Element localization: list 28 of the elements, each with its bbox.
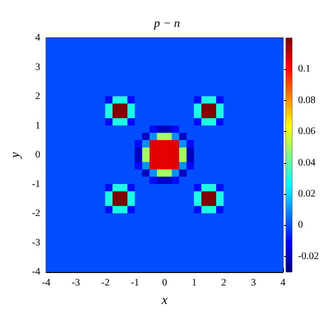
x-tick-label: 2 <box>221 278 226 288</box>
x-tick-label: 0 <box>162 278 168 288</box>
x-tick-label: -2 <box>101 278 110 288</box>
y-tick-label: 2 <box>35 91 40 102</box>
y-tick-label: 4 <box>35 32 40 44</box>
color-bar-label: 0.08 <box>298 94 316 106</box>
x-tick-label: -3 <box>72 278 80 288</box>
chart-title: p − n <box>152 16 180 30</box>
color-bar-label: 0.06 <box>298 126 316 138</box>
color-bar-label: 0.1 <box>298 64 310 75</box>
y-tick-label: -1 <box>32 178 40 190</box>
y-tick-label: 1 <box>35 120 40 132</box>
x-tick-label: -4 <box>42 278 50 288</box>
color-bar-label: 0.02 <box>298 188 316 200</box>
x-axis-title: x <box>160 292 168 307</box>
y-axis-title: y <box>7 152 22 160</box>
y-tick-label: -3 <box>32 237 40 248</box>
y-tick-label: 0 <box>35 150 40 160</box>
x-tick-label: 3 <box>250 278 256 288</box>
x-tick-label: 1 <box>192 278 197 288</box>
x-tick-label: 4 <box>280 278 286 288</box>
y-tick-label: 3 <box>35 62 40 73</box>
y-tick-label: -2 <box>32 208 40 219</box>
color-bar-label: -0.02 <box>298 250 319 262</box>
color-bar-label: 0 <box>298 220 303 231</box>
x-tick-label: -1 <box>130 278 140 288</box>
color-bar-label: 0.04 <box>298 157 316 168</box>
y-tick-label: -4 <box>32 266 40 278</box>
